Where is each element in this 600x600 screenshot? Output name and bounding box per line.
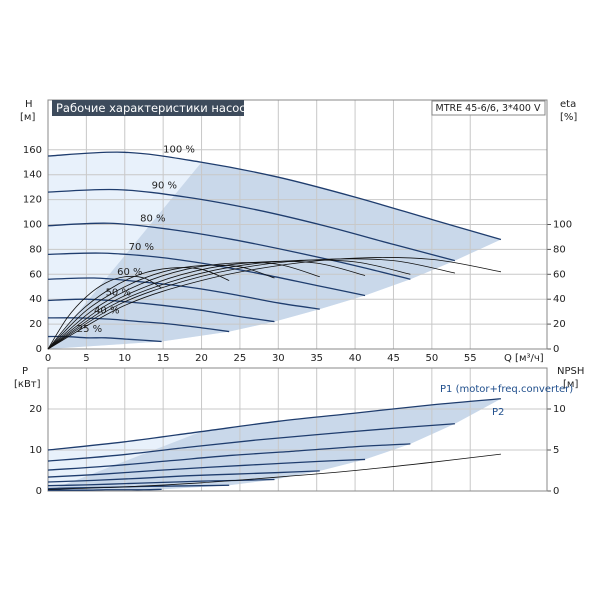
curve <box>48 488 162 491</box>
y2-tick-label: 20 <box>553 319 566 330</box>
operating-region <box>48 162 501 349</box>
x-tick-label: 0 <box>45 353 51 364</box>
curve-label: 50 % <box>106 287 131 298</box>
x-tick-label: 40 <box>349 353 362 364</box>
x-tick-label: 55 <box>464 353 477 364</box>
title-box <box>52 100 244 116</box>
curve <box>47 277 320 310</box>
y2-tick-label: 80 <box>553 244 566 255</box>
y2-label: eta <box>560 99 576 110</box>
curve <box>47 264 275 350</box>
y-tick-label: 40 <box>29 294 42 305</box>
y-tick-label: 0 <box>36 344 42 355</box>
y-tick-label: 10 <box>29 445 42 456</box>
y-tick-label: 80 <box>29 244 42 255</box>
operating-region <box>48 398 501 491</box>
x-tick-label: 50 <box>425 353 438 364</box>
curve-label: 80 % <box>140 213 165 224</box>
y-unit: [м] <box>20 112 35 123</box>
curve <box>47 151 502 241</box>
annotation: P1 (motor+freq.converter) <box>440 384 573 395</box>
y-unit: [кВт] <box>14 379 41 390</box>
curve <box>47 267 230 350</box>
x-tick-label: 45 <box>387 353 400 364</box>
x-tick-label: 10 <box>118 353 131 364</box>
curve-label: 25 % <box>77 324 102 335</box>
curve <box>47 259 411 350</box>
curve <box>47 443 411 471</box>
y2-label: NPSH <box>557 366 584 377</box>
curve <box>47 423 455 462</box>
y2-unit: [м] <box>563 379 578 390</box>
x-tick-label: 5 <box>83 353 89 364</box>
curve <box>47 260 366 350</box>
y2-tick-label: 5 <box>553 445 559 456</box>
curve-label: 90 % <box>152 180 177 191</box>
model-box <box>431 100 546 116</box>
y-tick-label: 120 <box>23 195 42 206</box>
curve <box>47 257 502 350</box>
model: MTRE 45-6/6, 3*400 V <box>436 103 541 114</box>
y2-tick-label: 40 <box>553 294 566 305</box>
curve <box>47 470 320 483</box>
curve-label: 60 % <box>117 267 142 278</box>
y2-tick-label: 0 <box>553 344 559 355</box>
curve <box>47 258 455 350</box>
x-tick-label: 25 <box>234 353 247 364</box>
curve <box>47 252 366 297</box>
y-tick-label: 160 <box>23 145 42 156</box>
curve <box>47 275 162 350</box>
curve <box>47 262 320 350</box>
y-label: H <box>25 99 33 110</box>
y2-tick-label: 60 <box>553 269 566 280</box>
y-tick-label: 20 <box>29 319 42 330</box>
y2-unit: [%] <box>560 112 577 123</box>
plot-frame <box>47 367 548 492</box>
x-tick-label: 30 <box>272 353 285 364</box>
plot-frame <box>47 99 548 350</box>
x-label: Q [м³/ч] <box>504 353 544 364</box>
y2-tick-label: 100 <box>553 220 572 231</box>
x-tick-label: 20 <box>195 353 208 364</box>
y-tick-label: 0 <box>36 486 42 497</box>
curve <box>47 317 230 333</box>
y-tick-label: 20 <box>29 404 42 415</box>
curve <box>47 453 501 490</box>
curve-label: 70 % <box>129 242 154 253</box>
annotation: P2 <box>492 407 504 418</box>
y2-tick-label: 10 <box>553 404 566 415</box>
y-tick-label: 60 <box>29 269 42 280</box>
x-tick-label: 15 <box>157 353 170 364</box>
x-tick-label: 35 <box>310 353 323 364</box>
y-tick-label: 100 <box>23 220 42 231</box>
y2-tick-label: 0 <box>553 486 559 497</box>
y-tick-label: 140 <box>23 170 42 181</box>
curve <box>47 398 501 451</box>
chart-title: Рабочие характеристики насоса <box>56 101 253 115</box>
curve <box>47 298 275 323</box>
y-label: P <box>22 366 28 377</box>
curve-label: 100 % <box>163 144 195 155</box>
curve <box>47 222 411 280</box>
curve <box>47 458 366 478</box>
curve <box>47 188 456 262</box>
